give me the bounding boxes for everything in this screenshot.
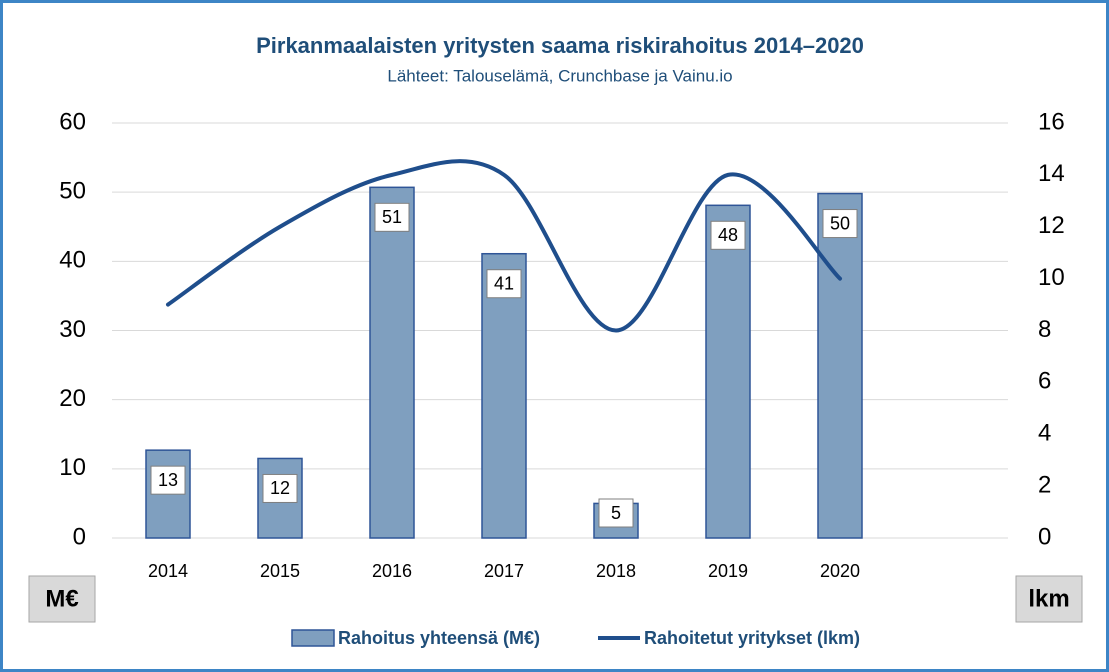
legend-label: Rahoitetut yritykset (lkm) (644, 628, 860, 648)
value-label-box (262, 473, 298, 503)
value-label-box (374, 202, 410, 232)
bar (481, 252, 527, 539)
y2-tick-label: 0 (1038, 523, 1051, 550)
value-label: 50 (830, 213, 850, 233)
y2-tick-label: 2 (1038, 471, 1051, 498)
legend-swatch (291, 629, 335, 647)
value-label-box (150, 465, 186, 495)
y2-tick-label: 12 (1038, 212, 1065, 239)
y2-tick-label: 8 (1038, 316, 1051, 343)
value-label: 51 (382, 207, 402, 227)
y2-tick-label: 4 (1038, 420, 1051, 447)
value-label-box (710, 220, 746, 250)
y-tick-label: 50 (59, 178, 86, 205)
value-label-box (598, 498, 634, 528)
y2-tick-label: 14 (1038, 160, 1065, 187)
value-label: 13 (158, 470, 178, 490)
value-label: 12 (270, 478, 290, 498)
chart-subtitle: Lähteet: Talouselämä, Crunchbase ja Vain… (387, 66, 732, 85)
value-label: 41 (494, 273, 514, 293)
value-label-box (822, 209, 858, 239)
bar (705, 204, 751, 539)
y2-tick-label: 6 (1038, 368, 1051, 395)
y-tick-label: 30 (59, 316, 86, 343)
y-tick-label: 10 (59, 454, 86, 481)
y2-tick-label: 10 (1038, 264, 1065, 291)
x-tick-label: 2019 (708, 561, 748, 581)
value-label: 5 (611, 503, 621, 523)
x-tick-label: 2017 (484, 561, 524, 581)
line (166, 159, 842, 333)
y-tick-label: 60 (59, 108, 86, 135)
bar (817, 192, 863, 539)
x-tick-label: 2016 (372, 561, 412, 581)
legend-label: Rahoitus yhteensä (M€) (338, 628, 540, 648)
y2-label-box (1015, 575, 1083, 623)
bar (369, 186, 415, 539)
chart-title: Pirkanmaalaisten yritysten saama riskira… (256, 33, 864, 58)
x-tick-label: 2018 (596, 561, 636, 581)
y-axis-label: M€ (45, 585, 78, 612)
y-tick-label: 40 (59, 247, 86, 274)
x-tick-label: 2014 (148, 561, 188, 581)
y-tick-label: 20 (59, 385, 86, 412)
y-tick-label: 0 (73, 523, 86, 550)
value-label: 48 (718, 225, 738, 245)
y2-tick-label: 16 (1038, 108, 1065, 135)
value-label-box (486, 269, 522, 299)
y-label-box (28, 575, 96, 623)
x-tick-label: 2020 (820, 561, 860, 581)
y2-axis-label: lkm (1028, 585, 1069, 612)
x-tick-label: 2015 (260, 561, 300, 581)
